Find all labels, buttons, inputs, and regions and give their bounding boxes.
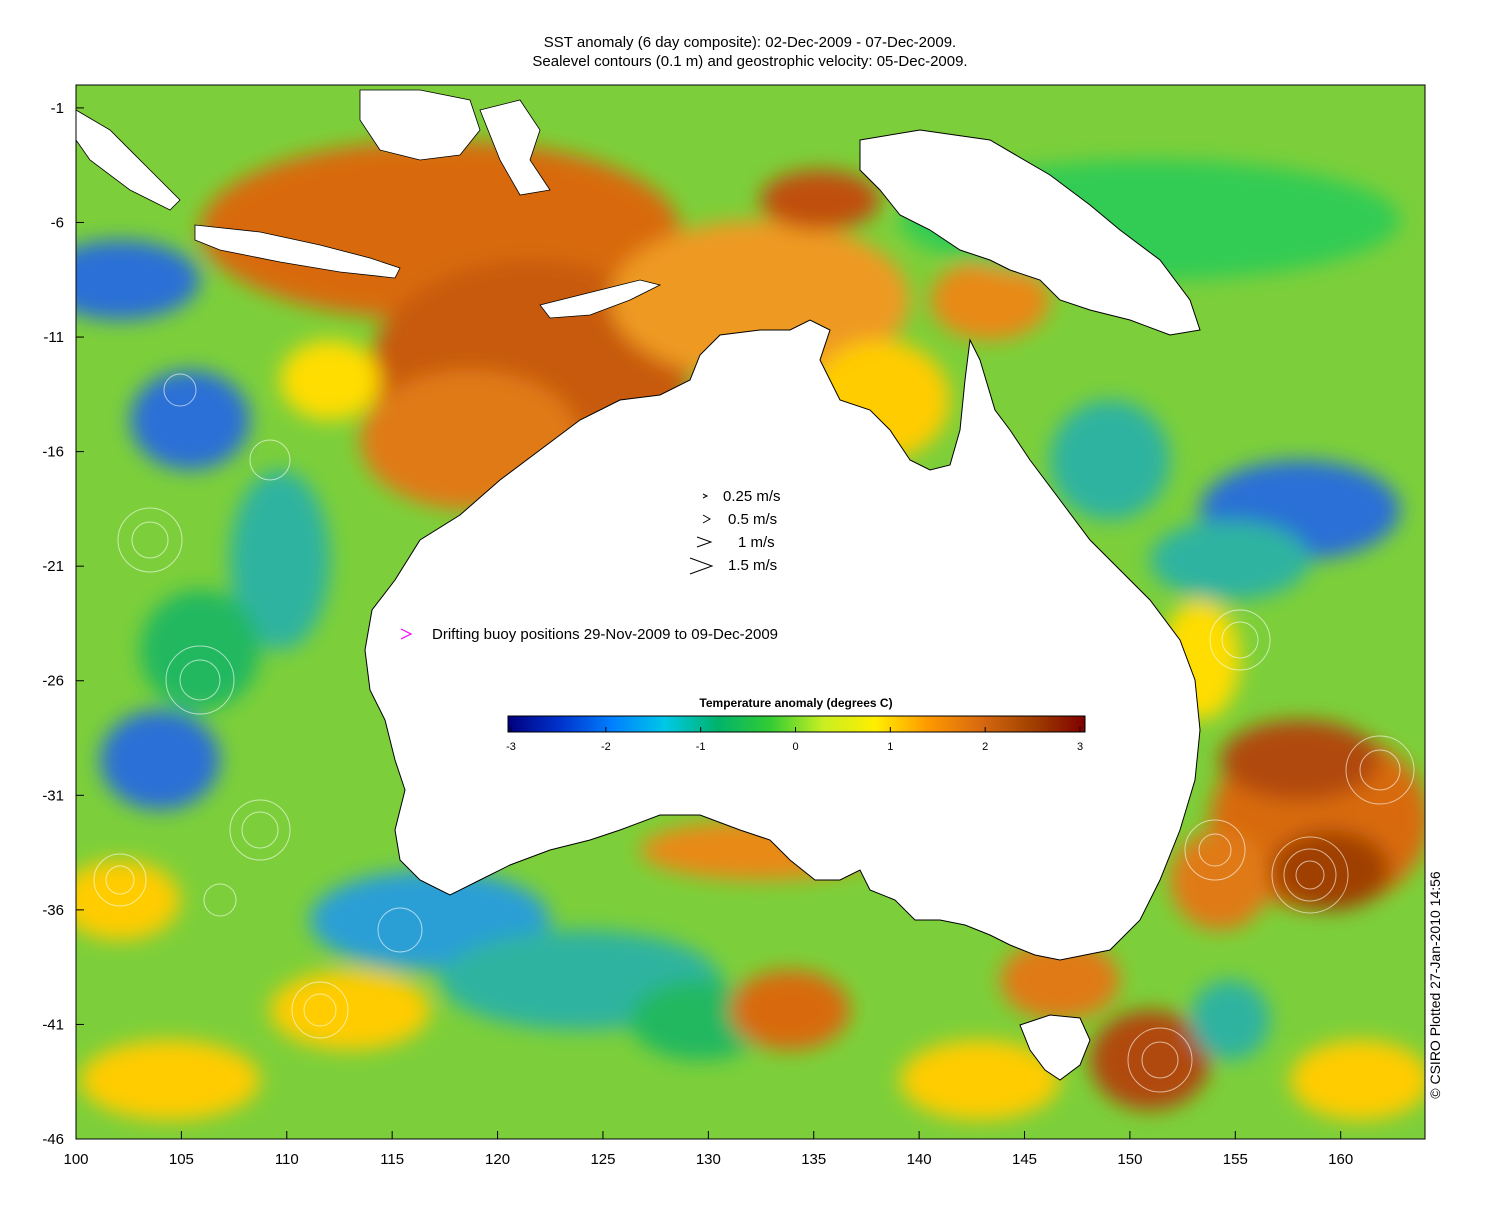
colorbar-tick-label: -3	[506, 741, 516, 753]
lat-tick-label: -1	[51, 100, 64, 117]
lat-tick-label: -21	[42, 558, 64, 575]
lon-tick-label: 115	[380, 1151, 404, 1168]
lat-tick-label: -26	[42, 673, 64, 690]
lon-tick-label: 125	[590, 1151, 615, 1168]
colorbar-tick-label: 3	[1077, 741, 1083, 753]
colorbar-tick-label: -2	[601, 741, 611, 753]
lat-tick-label: -36	[42, 902, 64, 919]
lon-tick-label: 145	[1012, 1151, 1037, 1168]
tasmania-landmass	[1019, 1014, 1091, 1081]
credit-text: © CSIRO Plotted 27-Jan-2010 14:56	[1427, 871, 1443, 1099]
colorbar: Temperature anomaly (degrees C) -3 -2 -1 0 1…	[506, 696, 1086, 753]
lon-tick-label: 140	[907, 1151, 932, 1168]
lat-tick-label: -11	[43, 329, 64, 346]
lon-tick-label: 100	[63, 1151, 88, 1168]
colorbar-tick-label: 0	[792, 741, 798, 753]
buoy-marker-icon	[400, 628, 413, 640]
lat-tick-label: -46	[42, 1131, 64, 1148]
credit-line: © CSIRO Plotted 27-Jan-2010 14:56	[1425, 830, 1445, 1140]
sealevel-contours	[93, 373, 1415, 1093]
lon-tick-label: 110	[275, 1151, 299, 1168]
lat-tick-label: -6	[51, 214, 64, 231]
sulawesi-landmass	[479, 99, 551, 196]
colorbar-tick-label: 1	[887, 741, 893, 753]
buoy-legend-label: Drifting buoy positions 29-Nov-2009 to 0…	[432, 626, 778, 643]
lon-tick-label: 135	[801, 1151, 826, 1168]
velocity-legend-label: 1 m/s	[738, 534, 775, 551]
latitude-axis: -1 -6 -11 -16 -21 -26 -31 -36 -41 -46	[42, 100, 84, 1148]
colorbar-tick-label: -1	[696, 741, 706, 753]
map-title-line1: SST anomaly (6 day composite): 02-Dec-20…	[543, 34, 957, 51]
sst-field	[76, 85, 1425, 1139]
colorbar-ticks: -3 -2 -1 0 1 2 3	[506, 727, 1083, 753]
velocity-legend-label: 1.5 m/s	[728, 557, 777, 574]
lon-tick-label: 150	[1117, 1151, 1142, 1168]
velocity-legend-label: 0.5 m/s	[728, 511, 777, 528]
colorbar-tick-label: 2	[982, 741, 988, 753]
velocity-arrow-icon	[696, 536, 713, 548]
sumatra-landmass	[76, 109, 181, 211]
velocity-legend: 0.25 m/s 0.5 m/s 1 m/s 1.5 m/s	[689, 488, 781, 575]
australia-landmass	[364, 319, 1201, 961]
longitude-axis: 100 105 110 115 120 125 130 135 140 145 150 155 160	[63, 1131, 1353, 1168]
lon-tick-label: 130	[696, 1151, 721, 1168]
lon-tick-label: 160	[1328, 1151, 1353, 1168]
velocity-arrow-icon	[702, 493, 709, 499]
lon-tick-label: 155	[1223, 1151, 1248, 1168]
java-landmass	[194, 224, 401, 279]
velocity-arrow-icon	[702, 514, 712, 524]
map-title-line2: Sealevel contours (0.1 m) and geostrophi…	[532, 53, 968, 70]
colorbar-title: Temperature anomaly (degrees C)	[699, 696, 892, 710]
new-guinea-landmass	[859, 129, 1201, 336]
timor-landmass	[539, 279, 662, 319]
velocity-arrow-icon	[689, 557, 714, 575]
lat-tick-label: -16	[42, 444, 64, 461]
velocity-legend-label: 0.25 m/s	[723, 488, 781, 505]
lat-tick-label: -41	[42, 1016, 64, 1033]
borneo-landmass	[359, 89, 481, 161]
lon-tick-label: 105	[169, 1151, 194, 1168]
colorbar-bar	[507, 715, 1086, 733]
lat-tick-label: -31	[42, 787, 64, 804]
plot-frame	[75, 84, 1426, 1140]
buoy-legend: Drifting buoy positions 29-Nov-2009 to 0…	[400, 626, 778, 643]
lon-tick-label: 120	[485, 1151, 510, 1168]
